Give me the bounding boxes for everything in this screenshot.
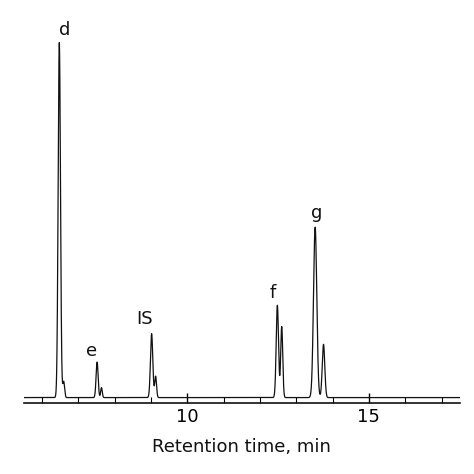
Text: f: f <box>270 284 276 302</box>
Text: IS: IS <box>136 310 153 328</box>
Text: e: e <box>86 342 98 360</box>
X-axis label: Retention time, min: Retention time, min <box>152 438 331 456</box>
Text: g: g <box>310 204 322 222</box>
Text: d: d <box>59 21 70 39</box>
